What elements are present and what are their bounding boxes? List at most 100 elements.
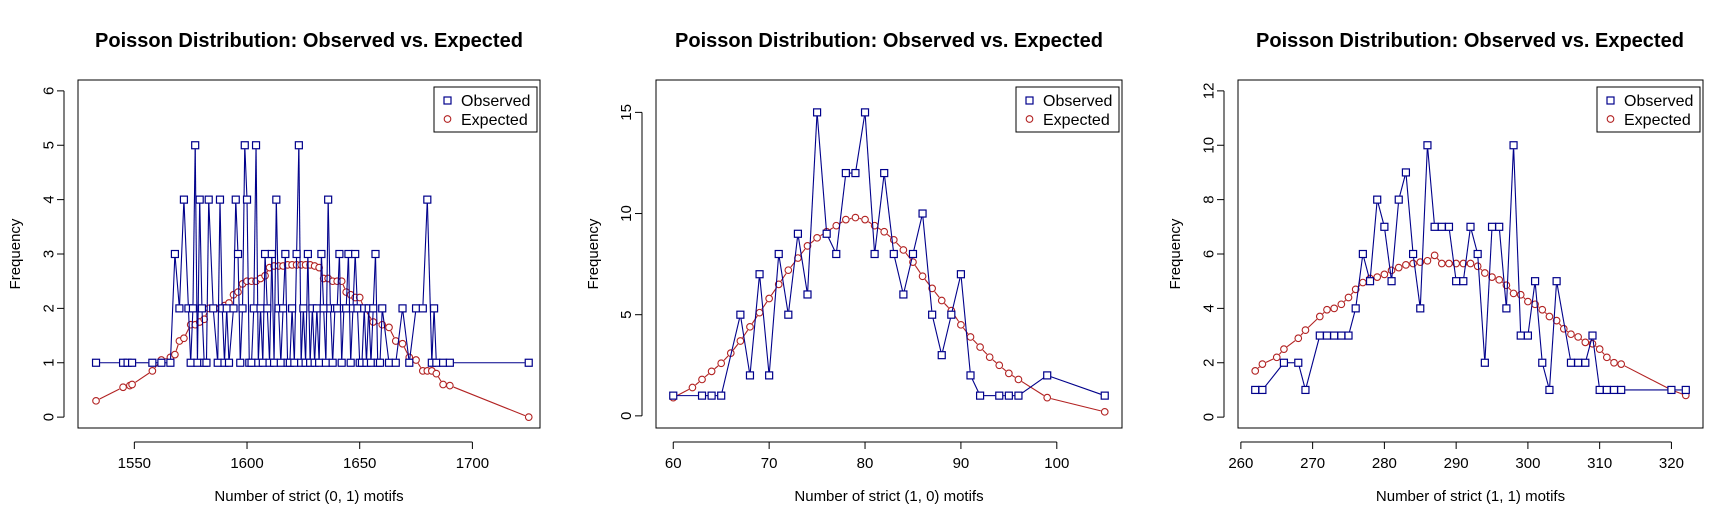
observed-point (995, 391, 1004, 400)
series-segment (260, 312, 264, 359)
series-segment (219, 203, 223, 305)
series-segment (780, 273, 787, 282)
x-axis-label: Number of strict (1, 0) motifs (794, 488, 983, 505)
expected-point (391, 337, 400, 345)
observed-point (215, 195, 225, 204)
observed-point (956, 270, 966, 279)
x-tick-label: 1600 (230, 455, 263, 472)
expected-point (918, 272, 927, 281)
y-tick-label: 3 (40, 250, 57, 258)
observed-point (213, 358, 222, 367)
series-segment (302, 312, 307, 359)
series-segment (228, 312, 234, 359)
legend: Observed Expected (1015, 86, 1120, 133)
series-segment (275, 203, 280, 305)
observed-point (745, 371, 755, 380)
expected-point (1344, 293, 1353, 302)
series-segment (960, 278, 971, 372)
observed-point (166, 358, 175, 367)
expected-point (1280, 345, 1288, 354)
series-segment (810, 239, 815, 244)
observed-point (717, 391, 726, 400)
x-axis-label: Number of strict (1, 1) motifs (1376, 488, 1565, 505)
series-segment (224, 312, 228, 359)
series-segment (372, 257, 376, 305)
expected-point (1559, 324, 1568, 333)
expected-point (1430, 251, 1439, 260)
expected-point (1387, 266, 1396, 275)
observed-point (1509, 141, 1518, 150)
y-tick-label: 4 (40, 195, 57, 203)
series-segment (922, 217, 933, 311)
x-tick-label: 320 (1659, 455, 1684, 472)
observed-point (669, 391, 678, 400)
expected-point (755, 308, 764, 317)
series-segment (788, 237, 798, 311)
legend: Observed Expected (433, 86, 538, 133)
observed-point (1581, 358, 1590, 367)
observed-point (1444, 222, 1454, 231)
x-tick-label: 70 (761, 455, 778, 472)
series-segment (282, 257, 286, 305)
series-segment (797, 237, 808, 291)
series-segment (913, 217, 923, 251)
series-segment (944, 303, 949, 309)
series-segment (1430, 257, 1432, 259)
observed-point (803, 290, 812, 299)
observed-point (1004, 391, 1013, 400)
chart-title: Poisson Distribution: Observed vs. Expec… (1256, 30, 1684, 52)
series-segment (336, 257, 340, 305)
observed-point (1595, 385, 1604, 395)
observed-point (1408, 249, 1418, 259)
y-tick-label: 2 (1200, 359, 1217, 367)
series-segment (868, 221, 872, 224)
series-segment (357, 312, 361, 359)
series-segment (363, 312, 367, 359)
expected-point (861, 215, 869, 224)
expected-point (1610, 358, 1618, 367)
series-segment (1348, 312, 1356, 332)
series-segment (874, 176, 885, 251)
observed-point (1351, 304, 1360, 313)
series-segment (1523, 297, 1526, 300)
series-segment (341, 312, 345, 359)
series-segment (242, 149, 246, 305)
series-segment (721, 318, 740, 392)
expected-point (446, 381, 454, 390)
expected-point (1466, 259, 1475, 268)
expected-point (1509, 289, 1518, 298)
chart-panel-2: Poisson Distribution: Observed vs. Expec… (585, 30, 1123, 505)
observed-point (736, 310, 745, 319)
observed-point (1423, 141, 1432, 150)
observed-point (276, 358, 285, 367)
series-segment (253, 149, 257, 305)
observed-point (851, 168, 860, 178)
expected-point (976, 343, 984, 351)
series-segment (255, 149, 259, 359)
series-segment (723, 355, 729, 361)
series-segment (972, 339, 978, 345)
observed-point (236, 358, 245, 367)
expected-point (128, 380, 136, 389)
expected-point (1538, 305, 1547, 314)
series-segment (1298, 366, 1305, 387)
series-segment (330, 312, 334, 359)
series-segment (332, 312, 336, 359)
x-tick-label: 1550 (118, 455, 151, 472)
observed-point (315, 358, 324, 367)
series-segment (759, 278, 770, 372)
observed-point (333, 304, 342, 313)
observed-point (1588, 331, 1597, 340)
series-segment (1595, 345, 1597, 348)
expected-point (1351, 285, 1360, 294)
series-segment (185, 328, 190, 335)
series-segment (366, 312, 370, 359)
observed-point (418, 304, 427, 313)
observed-point (299, 304, 308, 313)
expected-point (180, 334, 188, 343)
series-segment (409, 312, 417, 359)
observed-point (278, 304, 288, 313)
expected-point (148, 367, 157, 375)
expected-point (880, 227, 889, 236)
